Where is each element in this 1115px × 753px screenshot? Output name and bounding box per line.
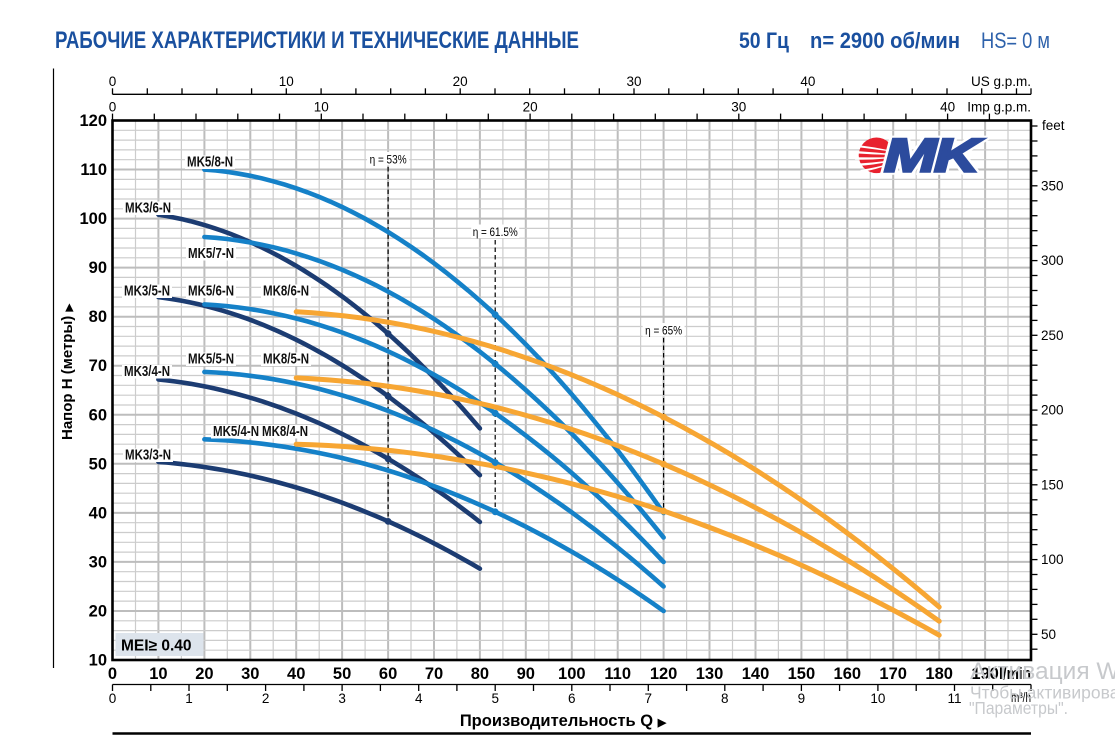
svg-text:50: 50 bbox=[333, 665, 351, 683]
svg-text:MK8/5-N: MK8/5-N bbox=[263, 351, 309, 368]
svg-text:0: 0 bbox=[109, 691, 117, 706]
svg-text:MK: MK bbox=[884, 129, 984, 182]
svg-text:110: 110 bbox=[80, 161, 107, 179]
svg-text:150: 150 bbox=[1041, 477, 1064, 492]
svg-text:"Параметры".: "Параметры". bbox=[969, 698, 1068, 718]
svg-text:40: 40 bbox=[800, 74, 815, 89]
svg-text:100: 100 bbox=[1041, 552, 1064, 567]
svg-text:70: 70 bbox=[425, 665, 443, 683]
svg-text:6: 6 bbox=[568, 691, 576, 706]
svg-text:m³/h: m³/h bbox=[1011, 690, 1031, 705]
svg-text:HS= 0 м: HS= 0 м bbox=[981, 28, 1050, 53]
svg-text:140: 140 bbox=[742, 665, 770, 683]
svg-text:20: 20 bbox=[523, 100, 538, 115]
svg-text:190: 190 bbox=[971, 665, 999, 683]
svg-text:40: 40 bbox=[89, 504, 107, 522]
svg-text:5: 5 bbox=[491, 691, 499, 706]
svg-text:60: 60 bbox=[379, 665, 397, 683]
svg-text:40: 40 bbox=[940, 100, 955, 115]
svg-text:MEI≥ 0.40: MEI≥ 0.40 bbox=[121, 638, 192, 655]
svg-text:Активация Windows: Активация Windows bbox=[970, 658, 1115, 685]
svg-text:300: 300 bbox=[1041, 253, 1064, 268]
svg-text:90: 90 bbox=[89, 259, 107, 277]
svg-text:20: 20 bbox=[195, 665, 213, 683]
svg-text:100: 100 bbox=[79, 210, 107, 228]
svg-text:150: 150 bbox=[788, 665, 816, 683]
svg-text:MK8/6-N: MK8/6-N bbox=[263, 283, 309, 300]
svg-text:MK3/3-N: MK3/3-N bbox=[125, 447, 171, 464]
svg-text:MK3/5-N: MK3/5-N bbox=[124, 283, 170, 300]
svg-text:8: 8 bbox=[721, 691, 729, 706]
svg-text:10: 10 bbox=[279, 74, 294, 89]
svg-text:50: 50 bbox=[89, 455, 107, 473]
svg-text:MK5/4-N: MK5/4-N bbox=[213, 423, 259, 440]
svg-text:n= 2900 об/мин: n= 2900 об/мин bbox=[810, 28, 960, 53]
svg-text:40: 40 bbox=[287, 665, 305, 683]
svg-text:80: 80 bbox=[89, 308, 107, 326]
svg-text:20: 20 bbox=[89, 603, 107, 621]
svg-text:0: 0 bbox=[109, 100, 117, 115]
svg-text:0: 0 bbox=[109, 74, 117, 89]
svg-text:MK5/5-N: MK5/5-N bbox=[188, 351, 234, 368]
svg-text:3: 3 bbox=[338, 691, 346, 706]
svg-text:100: 100 bbox=[558, 665, 586, 683]
svg-text:Напор H (метры) ▶: Напор H (метры) ▶ bbox=[59, 303, 76, 440]
svg-text:MK5/6-N: MK5/6-N bbox=[188, 283, 234, 300]
svg-text:180: 180 bbox=[925, 665, 953, 683]
svg-text:MK5/7-N: MK5/7-N bbox=[188, 245, 234, 262]
svg-text:250: 250 bbox=[1041, 328, 1064, 343]
svg-text:feet: feet bbox=[1042, 118, 1065, 133]
svg-text:20: 20 bbox=[453, 74, 468, 89]
svg-text:30: 30 bbox=[89, 553, 107, 571]
svg-text:10: 10 bbox=[870, 691, 885, 706]
svg-text:50 Гц: 50 Гц bbox=[739, 28, 789, 53]
svg-text:30: 30 bbox=[241, 665, 259, 683]
svg-text:60: 60 bbox=[89, 406, 107, 424]
svg-text:η = 53%: η = 53% bbox=[370, 153, 407, 167]
svg-text:η = 65%: η = 65% bbox=[645, 324, 682, 338]
svg-text:10: 10 bbox=[89, 652, 107, 670]
svg-text:MK3/6-N: MK3/6-N bbox=[125, 200, 171, 217]
svg-text:90: 90 bbox=[517, 665, 535, 683]
svg-text:350: 350 bbox=[1041, 178, 1064, 193]
svg-text:130: 130 bbox=[696, 665, 724, 683]
svg-text:110: 110 bbox=[604, 665, 631, 683]
svg-text:11: 11 bbox=[947, 691, 961, 706]
svg-text:7: 7 bbox=[645, 691, 653, 706]
svg-text:l/min: l/min bbox=[999, 665, 1031, 683]
svg-text:MK5/8-N: MK5/8-N bbox=[187, 154, 233, 171]
svg-text:70: 70 bbox=[89, 357, 107, 375]
svg-text:MK3/4-N: MK3/4-N bbox=[124, 363, 170, 380]
svg-text:4: 4 bbox=[415, 691, 423, 706]
svg-text:2: 2 bbox=[262, 691, 270, 706]
svg-text:9: 9 bbox=[798, 691, 806, 706]
svg-text:50: 50 bbox=[1041, 627, 1056, 642]
svg-text:200: 200 bbox=[1041, 403, 1064, 418]
svg-text:170: 170 bbox=[879, 665, 907, 683]
svg-text:1: 1 bbox=[185, 691, 193, 706]
svg-text:US g.p.m.: US g.p.m. bbox=[971, 74, 1031, 89]
svg-text:120: 120 bbox=[650, 665, 678, 683]
svg-text:160: 160 bbox=[834, 665, 862, 683]
svg-text:10: 10 bbox=[149, 665, 167, 683]
svg-text:Чтобы активировать Windows,: Чтобы активировать Windows, bbox=[970, 683, 1115, 703]
svg-text:MK: MK bbox=[884, 129, 984, 182]
svg-text:80: 80 bbox=[471, 665, 489, 683]
svg-text:η = 61.5%: η = 61.5% bbox=[473, 225, 518, 239]
svg-text:0: 0 bbox=[108, 665, 117, 683]
svg-text:30: 30 bbox=[731, 100, 746, 115]
svg-text:30: 30 bbox=[626, 74, 641, 89]
svg-text:Производительность Q ▶: Производительность Q ▶ bbox=[460, 712, 667, 730]
svg-text:10: 10 bbox=[314, 100, 329, 115]
svg-text:MK8/4-N: MK8/4-N bbox=[262, 423, 308, 440]
svg-text:Imp g.p.m.: Imp g.p.m. bbox=[967, 100, 1031, 115]
svg-text:РАБОЧИЕ ХАРАКТЕРИСТИКИ И ТЕХНИ: РАБОЧИЕ ХАРАКТЕРИСТИКИ И ТЕХНИЧЕСКИЕ ДАН… bbox=[55, 27, 579, 54]
svg-text:120: 120 bbox=[79, 112, 107, 130]
